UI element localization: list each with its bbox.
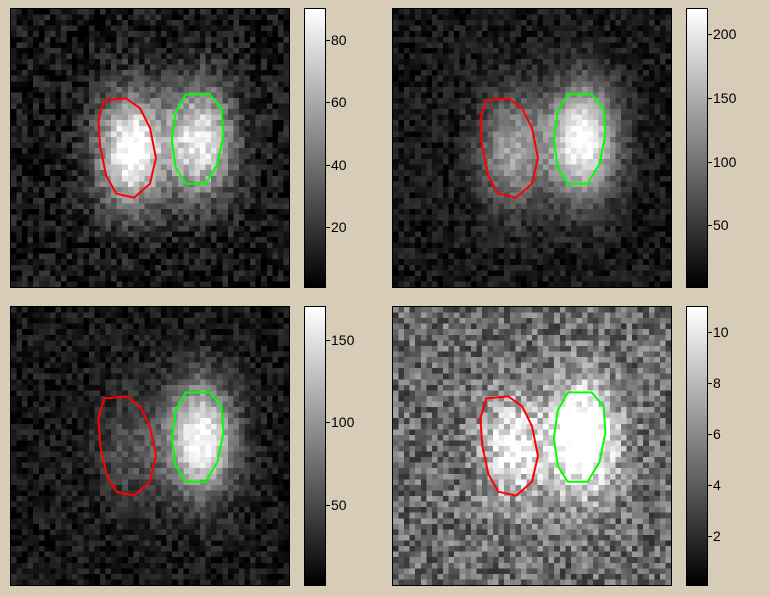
panel-bottom-right: 2 4 6 8 10 xyxy=(392,306,748,586)
colorbar-tick-label: 150 xyxy=(713,90,736,106)
colorbar-tick-label: 80 xyxy=(331,32,347,48)
colorbar-canvas-4 xyxy=(687,307,707,585)
panel-top-right: 50 100 150 200 xyxy=(392,8,748,288)
colorbar-canvas-2 xyxy=(687,9,707,287)
colorbar-ticks-3: 50 100 150 xyxy=(325,307,365,585)
panel-bottom-left: 50 100 150 xyxy=(10,306,366,586)
colorbar-tick-label: 40 xyxy=(331,157,347,173)
colorbar-tick-label: 6 xyxy=(713,426,721,442)
colorbar-ticks-4: 2 4 6 8 10 xyxy=(707,307,747,585)
image-canvas-2 xyxy=(393,9,671,287)
colorbar-ticks-1: 20 40 60 80 xyxy=(325,9,365,287)
colorbar-tick-label: 200 xyxy=(713,26,736,42)
image-box-3 xyxy=(10,306,290,586)
colorbar-tick-label: 2 xyxy=(713,528,721,544)
colorbar-1: 20406080 xyxy=(304,8,326,288)
image-canvas-1 xyxy=(11,9,289,287)
image-canvas-3 xyxy=(11,307,289,585)
colorbar-tick-label: 60 xyxy=(331,94,347,110)
colorbar-tick-label: 20 xyxy=(331,219,347,235)
colorbar-tick-label: 100 xyxy=(331,414,354,430)
colorbar-canvas-3 xyxy=(305,307,325,585)
colorbar-tick-label: 4 xyxy=(713,477,721,493)
colorbar-tick-label: 100 xyxy=(713,154,736,170)
colorbar-tick-label: 8 xyxy=(713,375,721,391)
image-box-1 xyxy=(10,8,290,288)
figure-root: 20 40 60 80 50 100 150 200 50 100 150 xyxy=(0,0,770,596)
colorbar-2: 50100150200 xyxy=(686,8,708,288)
colorbar-tick-label: 50 xyxy=(713,217,729,233)
colorbar-canvas-1 xyxy=(305,9,325,287)
colorbar-tick-label: 10 xyxy=(713,324,729,340)
panel-top-left: 20 40 60 80 xyxy=(10,8,366,288)
colorbar-4: 246810 xyxy=(686,306,708,586)
colorbar-3: 50100150 xyxy=(304,306,326,586)
colorbar-tick-label: 50 xyxy=(331,497,347,513)
image-box-2 xyxy=(392,8,672,288)
colorbar-tick-label: 150 xyxy=(331,332,354,348)
colorbar-ticks-2: 50 100 150 200 xyxy=(707,9,747,287)
image-box-4 xyxy=(392,306,672,586)
image-canvas-4 xyxy=(393,307,671,585)
